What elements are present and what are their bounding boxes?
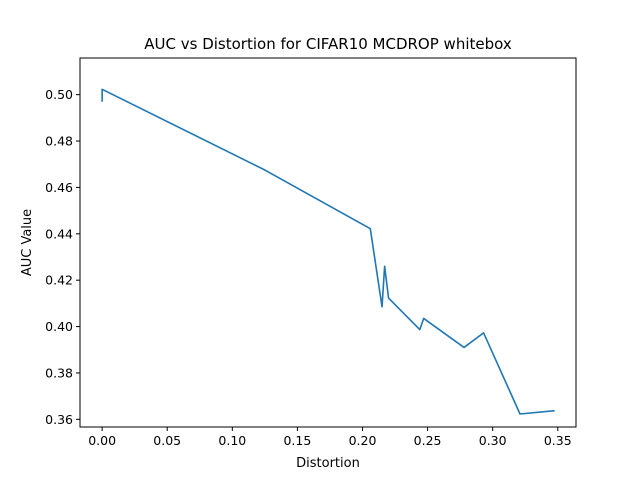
- y-axis: 0.36 0.38 0.40 0.42 0.44 0.46 0.48 0.50: [45, 87, 80, 427]
- x-tick-label: 0.10: [218, 433, 246, 448]
- x-tick-label: 0.30: [479, 433, 507, 448]
- y-tick-label: 0.46: [45, 180, 73, 195]
- x-tick-label: 0.05: [153, 433, 181, 448]
- y-tick-label: 0.48: [45, 134, 73, 149]
- x-tick-label: 0.35: [544, 433, 572, 448]
- y-tick-label: 0.44: [45, 226, 73, 241]
- y-axis-label: AUC Value: [20, 209, 35, 276]
- x-tick-label: 0.15: [283, 433, 311, 448]
- series-layer: [101, 88, 555, 415]
- y-tick-label: 0.40: [45, 319, 73, 334]
- y-tick-label: 0.42: [45, 273, 73, 288]
- series-line: [101, 88, 555, 415]
- x-tick-label: 0.25: [414, 433, 442, 448]
- y-tick-label: 0.50: [45, 87, 73, 102]
- x-tick-label: 0.00: [88, 433, 116, 448]
- x-axis-label: Distortion: [296, 456, 360, 471]
- x-axis: 0.00 0.05 0.10 0.15 0.20 0.25 0.30 0.35: [88, 427, 572, 448]
- y-tick-label: 0.36: [45, 412, 73, 427]
- plot-area-frame: [79, 57, 577, 428]
- x-tick-label: 0.20: [349, 433, 377, 448]
- y-tick-label: 0.38: [45, 365, 73, 380]
- chart-title: AUC vs Distortion for CIFAR10 MCDROP whi…: [144, 35, 512, 53]
